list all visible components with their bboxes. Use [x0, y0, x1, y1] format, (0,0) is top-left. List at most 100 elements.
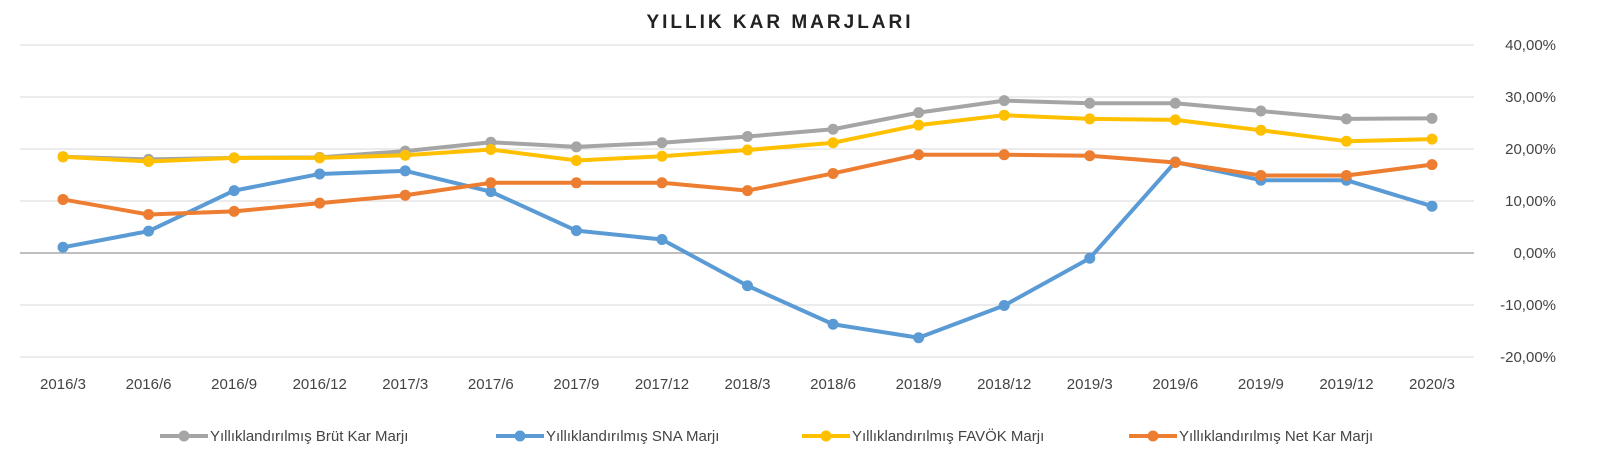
y-tick-label: -10,00%: [1500, 297, 1556, 314]
data-point: [1340, 135, 1352, 147]
data-point: [228, 205, 240, 217]
series-1: [57, 156, 1438, 344]
legend-item: Yıllıklandırılmış FAVÖK Marjı: [802, 427, 1044, 445]
y-tick-label: 0,00%: [1513, 245, 1556, 262]
data-point: [228, 152, 240, 164]
data-point: [143, 225, 155, 237]
data-point: [656, 177, 668, 189]
data-point: [314, 197, 326, 209]
data-point: [1426, 112, 1438, 124]
x-tick-label: 2017/9: [553, 376, 599, 393]
data-point: [485, 186, 497, 198]
x-tick-label: 2016/3: [40, 376, 86, 393]
legend-label: Yıllıklandırılmış Brüt Kar Marjı: [210, 428, 408, 445]
data-point: [827, 123, 839, 135]
legend-swatch-marker: [514, 430, 526, 442]
data-point: [399, 189, 411, 201]
x-axis-ticks: 2016/3 2016/6 2016/9 2016/12 2017/3 2017/6 201…: [40, 376, 1455, 393]
x-tick-label: 2017/12: [635, 376, 689, 393]
legend-label: Yıllıklandırılmış Net Kar Marjı: [1179, 428, 1373, 445]
data-point: [1084, 252, 1096, 264]
legend-item: Yıllıklandırılmış SNA Marjı: [496, 428, 719, 445]
data-point: [656, 233, 668, 245]
y-tick-label: 40,00%: [1505, 37, 1556, 54]
chart-title: YILLIK KAR MARJLARI: [646, 12, 913, 33]
data-point: [1426, 133, 1438, 145]
data-point: [570, 225, 582, 237]
data-point: [998, 109, 1010, 121]
data-point: [485, 177, 497, 189]
data-point: [998, 300, 1010, 312]
legend-label: Yıllıklandırılmış FAVÖK Marjı: [852, 427, 1044, 445]
data-point: [570, 177, 582, 189]
x-tick-label: 2016/9: [211, 376, 257, 393]
data-point: [1340, 170, 1352, 182]
data-point: [1426, 159, 1438, 171]
data-point: [1426, 200, 1438, 212]
y-tick-label: 30,00%: [1505, 89, 1556, 106]
data-point: [742, 131, 753, 143]
x-tick-label: 2019/6: [1152, 376, 1198, 393]
legend: Yıllıklandırılmış Brüt Kar Marjı Yıllıkla…: [160, 427, 1373, 445]
data-point: [742, 185, 753, 197]
x-tick-label: 2017/6: [468, 376, 514, 393]
data-point: [399, 149, 411, 161]
x-tick-label: 2019/3: [1067, 376, 1113, 393]
data-point: [1084, 97, 1096, 109]
data-point: [656, 137, 668, 149]
legend-label: Yıllıklandırılmış SNA Marjı: [546, 428, 719, 445]
data-point: [998, 149, 1010, 161]
data-point: [314, 152, 326, 164]
data-point: [656, 150, 668, 162]
data-point: [1255, 124, 1267, 136]
legend-item: Yıllıklandırılmış Net Kar Marjı: [1129, 428, 1373, 445]
y-tick-label: 20,00%: [1505, 141, 1556, 158]
data-point: [1169, 114, 1181, 126]
data-point: [143, 209, 155, 221]
legend-swatch-marker: [820, 430, 832, 442]
data-point: [742, 280, 753, 292]
x-tick-label: 2019/9: [1238, 376, 1284, 393]
data-point: [827, 167, 839, 179]
x-tick-label: 2018/12: [977, 376, 1031, 393]
gridlines: [20, 44, 1474, 358]
x-tick-label: 2018/9: [896, 376, 942, 393]
data-point: [228, 185, 240, 197]
legend-swatch-marker: [1147, 430, 1159, 442]
x-tick-label: 2018/6: [810, 376, 856, 393]
data-point: [485, 144, 497, 156]
legend-swatch-marker: [178, 430, 190, 442]
data-point: [913, 119, 925, 131]
data-point: [57, 151, 69, 163]
data-point: [570, 154, 582, 166]
data-point: [570, 141, 582, 153]
data-point: [1084, 150, 1096, 162]
x-tick-label: 2016/12: [293, 376, 347, 393]
legend-item: Yıllıklandırılmış Brüt Kar Marjı: [160, 428, 408, 445]
data-point: [913, 107, 925, 119]
data-point: [1169, 97, 1181, 109]
y-axis-ticks: 40,00% 30,00% 20,00% 10,00% 0,00% -10,00% -20,…: [1500, 37, 1556, 366]
data-point: [143, 155, 155, 167]
data-point: [1169, 157, 1181, 169]
x-tick-label: 2017/3: [382, 376, 428, 393]
data-point: [827, 318, 839, 330]
series-2: [57, 109, 1438, 167]
y-tick-label: 10,00%: [1505, 193, 1556, 210]
x-tick-label: 2020/3: [1409, 376, 1455, 393]
x-tick-label: 2016/6: [126, 376, 172, 393]
data-point: [1340, 113, 1352, 125]
data-point: [998, 95, 1010, 107]
series-lines: [57, 95, 1438, 344]
data-point: [913, 332, 925, 344]
data-point: [1255, 170, 1267, 182]
data-point: [913, 149, 925, 161]
series-3: [57, 149, 1438, 221]
data-point: [57, 193, 69, 205]
data-point: [399, 165, 411, 177]
x-tick-label: 2018/3: [725, 376, 771, 393]
data-point: [1084, 113, 1096, 125]
x-tick-label: 2019/12: [1319, 376, 1373, 393]
